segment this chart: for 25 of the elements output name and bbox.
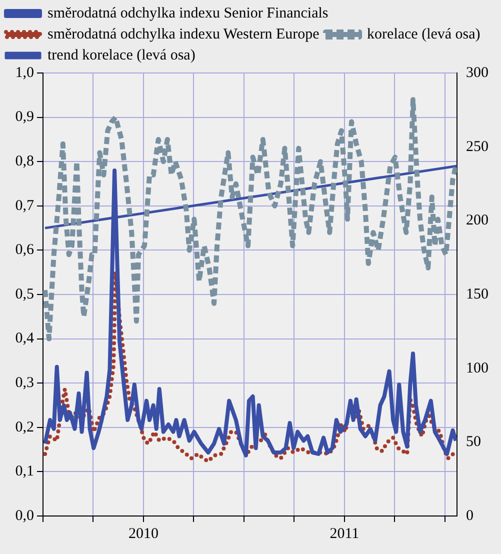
y2-tick-label: 250: [466, 138, 488, 155]
y2-tick-label: 0: [466, 508, 474, 524]
y2-tick-label: 100: [466, 360, 488, 376]
y-tick-label: 0,3: [15, 375, 34, 392]
y2-tick-label: 50: [466, 434, 481, 450]
y-tick-label: 0,1: [15, 464, 34, 480]
y-tick-label: 0,6: [15, 242, 34, 258]
y2-tick-label: 200: [466, 212, 488, 229]
legend-label: směrodatná odchylka indexu Senior Financials: [48, 5, 328, 22]
y2-tick-label: 150: [466, 286, 488, 302]
legend-label: trend korelace (levá osa): [48, 47, 196, 64]
y-tick-label: 0,4: [15, 330, 34, 347]
legend-label: směrodatná odchylka indexu Western Europe: [48, 26, 320, 42]
y-tick-label: 0,5: [15, 286, 34, 302]
y-tick-label: 0,0: [15, 508, 34, 524]
y-tick-label: 0,9: [15, 109, 34, 126]
line-series: [43, 270, 457, 464]
x-tick-label: 2011: [330, 526, 360, 542]
y-tick-label: 0,7: [15, 198, 34, 214]
y-tick-label: 0,2: [15, 419, 34, 436]
legend-label: korelace (levá osa): [367, 26, 480, 42]
y-tick-label: 1,0: [15, 64, 34, 81]
y2-tick-label: 300: [466, 64, 488, 81]
y-tick-label: 0,8: [15, 154, 34, 170]
x-tick-label: 2010: [128, 526, 158, 542]
